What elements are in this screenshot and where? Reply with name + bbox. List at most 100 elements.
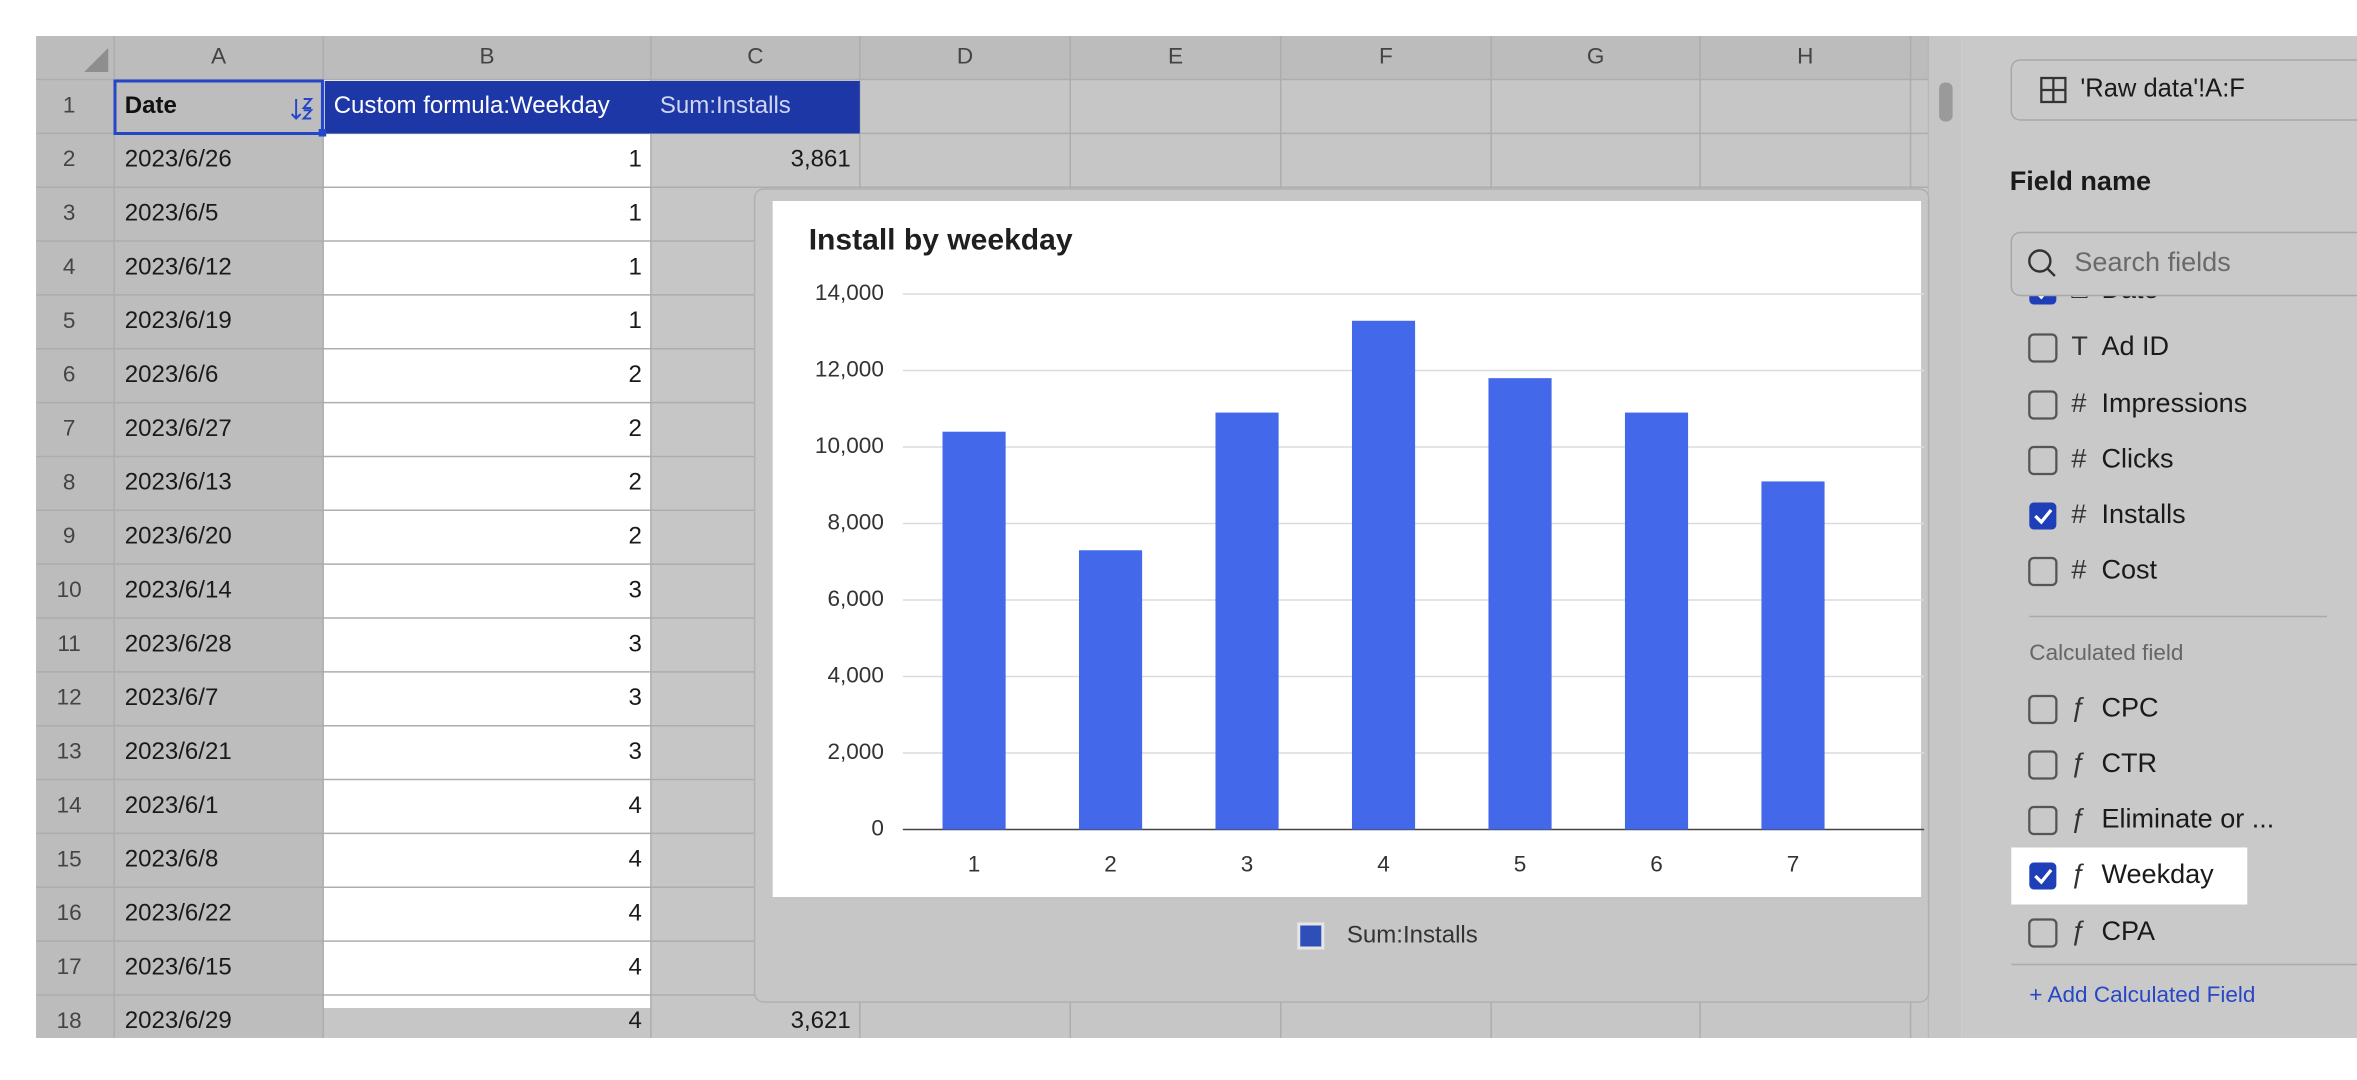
bar[interactable] [942,431,1006,830]
bar[interactable] [1215,412,1279,830]
source-button[interactable] [2010,59,2357,121]
date-cell[interactable]: 2023/6/20 [125,523,232,550]
field-label[interactable]: Cost [2101,555,2157,585]
checkbox[interactable] [2028,445,2058,476]
column-header[interactable]: F [1379,44,1393,69]
column-header[interactable]: G [1587,44,1605,69]
checkbox[interactable] [2028,918,2058,948]
source-label[interactable]: 'Raw data'!A:F [2080,75,2245,103]
weekday-cell[interactable]: 3 [628,684,641,711]
bar[interactable] [1078,550,1143,830]
scrollbar-thumb[interactable] [1939,82,1953,122]
field-label[interactable]: Date [2101,274,2158,305]
header-cell[interactable]: Custom formula:Weekday [334,92,610,119]
row-number[interactable]: 2 [63,146,76,171]
field-label[interactable]: CTR [2101,748,2157,778]
weekday-cell[interactable]: 4 [628,1007,641,1034]
date-cell[interactable]: 2023/6/22 [125,900,232,927]
checkbox[interactable] [2028,694,2058,725]
installs-cell[interactable]: 3,621 [791,1007,851,1034]
row-number[interactable]: 15 [57,846,82,871]
date-cell[interactable]: 2023/6/12 [125,253,232,280]
field-label[interactable]: Eliminate or ... [2101,804,2274,834]
row-number[interactable]: 5 [63,308,76,333]
bar[interactable] [1351,320,1416,830]
date-cell[interactable]: 2023/6/15 [125,953,232,980]
column-header[interactable]: E [1168,44,1183,69]
bar[interactable] [1761,481,1825,830]
date-cell[interactable]: 2023/6/21 [125,738,232,765]
date-cell[interactable]: 2023/6/6 [125,361,219,388]
checkbox[interactable] [2028,750,2058,780]
column-header[interactable]: B [480,44,495,69]
field-label[interactable]: Weekday [2101,859,2214,889]
weekday-cell[interactable]: 4 [628,953,641,980]
checkbox[interactable] [2028,390,2058,420]
checkbox[interactable] [2028,333,2058,363]
field-label[interactable]: Impressions [2101,388,2247,418]
checkbox[interactable] [2028,556,2058,587]
row-number[interactable]: 4 [63,254,76,279]
selected-cell[interactable] [113,79,324,135]
date-cell[interactable]: 2023/6/13 [125,469,232,496]
field-label[interactable]: CPA [2101,916,2155,946]
checkbox[interactable] [2028,805,2058,836]
date-cell[interactable]: 2023/6/29 [125,1007,232,1034]
checkbox-checked[interactable] [2029,862,2057,890]
add-link[interactable]: + Add Calculated Field [2029,982,2255,1007]
row-number[interactable]: 11 [57,631,80,656]
row-number[interactable]: 6 [63,362,76,387]
column-header[interactable]: H [1797,44,1813,69]
field-label[interactable]: Clicks [2101,444,2173,474]
date-cell[interactable]: 2023/6/7 [125,684,219,711]
column-header[interactable]: D [957,44,973,69]
bar[interactable] [1488,378,1552,830]
weekday-cell[interactable]: 1 [628,199,641,226]
field-label[interactable]: Installs [2101,499,2185,529]
row-number[interactable]: 17 [57,954,82,979]
weekday-cell[interactable]: 4 [628,846,641,873]
date-cell[interactable]: 2023/6/28 [125,630,232,657]
weekday-cell[interactable]: 1 [628,253,641,280]
date-cell[interactable]: 2023/6/27 [125,415,232,442]
column-header[interactable]: C [747,44,763,69]
bar[interactable] [1624,412,1689,830]
date-cell[interactable]: 2023/6/14 [125,576,232,603]
weekday-cell[interactable]: 3 [628,630,641,657]
row-number[interactable]: 1 [63,92,76,117]
weekday-cell[interactable]: 2 [628,523,641,550]
checkbox-checked[interactable] [2029,502,2057,530]
header-cell[interactable]: Sum:Installs [660,92,791,119]
date-cell[interactable]: 2023/6/1 [125,792,219,819]
weekday-cell[interactable]: 1 [628,307,641,334]
legend-label[interactable]: Sum:Installs [1347,921,1478,948]
date-cell[interactable]: 2023/6/8 [125,846,219,873]
row-number[interactable]: 12 [57,685,82,710]
row-number[interactable]: 10 [57,577,82,602]
date-cell[interactable]: 2023/6/19 [125,307,232,334]
date-cell[interactable]: 2023/6/5 [125,199,219,226]
search-placeholder[interactable]: Search fields [2074,247,2230,277]
weekday-cell[interactable]: 3 [628,738,641,765]
weekday-cell[interactable]: 3 [628,576,641,603]
field-label[interactable]: Ad ID [2101,331,2169,361]
row-number[interactable]: 3 [63,200,76,225]
checkbox-checked[interactable] [2029,278,2057,305]
column-header[interactable]: A [211,44,226,69]
weekday-cell[interactable]: 2 [628,361,641,388]
row-number[interactable]: 14 [57,792,82,817]
field-label[interactable]: CPC [2101,693,2158,723]
header-cell[interactable]: Date [125,92,177,119]
legend-swatch[interactable] [1297,922,1325,950]
date-cell[interactable]: 2023/6/26 [125,146,232,173]
row-number[interactable]: 7 [63,415,76,440]
installs-cell[interactable]: 3,861 [791,146,851,173]
sort-icon[interactable] [290,98,314,120]
weekday-cell[interactable]: 2 [628,415,641,442]
weekday-cell[interactable]: 2 [628,469,641,496]
weekday-cell[interactable]: 4 [628,900,641,927]
row-number[interactable]: 18 [57,1008,82,1033]
row-number[interactable]: 8 [63,469,76,494]
row-number[interactable]: 9 [63,523,76,548]
search-box[interactable] [2010,231,2357,297]
